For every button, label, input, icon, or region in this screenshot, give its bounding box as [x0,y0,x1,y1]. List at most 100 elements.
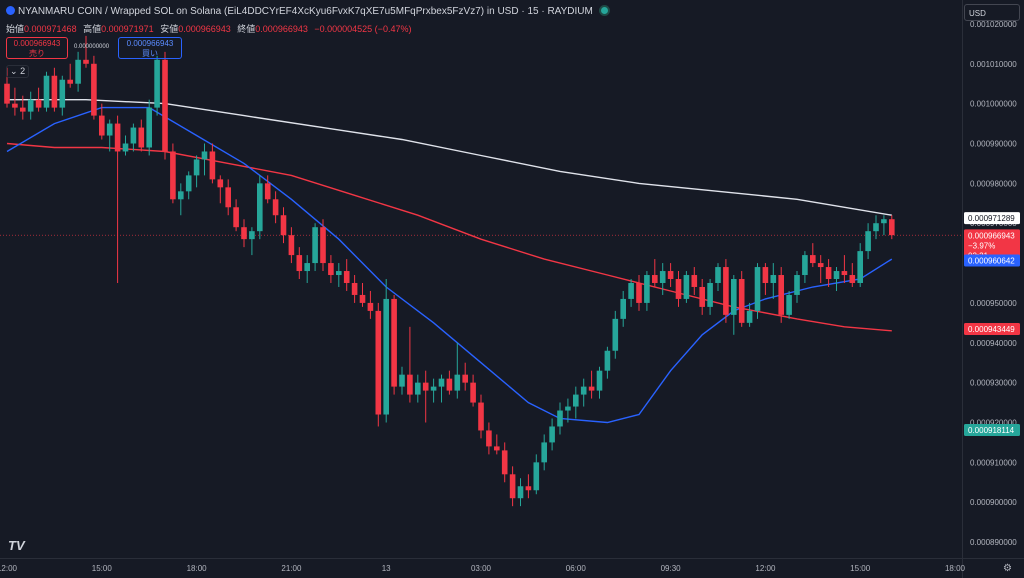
price-tick-label: 0.001020000 [970,20,1017,29]
price-tag-label: 0.000971289 [968,214,1015,223]
market-status-icon[interactable] [600,7,608,14]
candle-body [130,127,137,144]
price-tick-label: 0.000920000 [970,418,1017,427]
candle-body [462,374,468,383]
candle-body [683,275,690,299]
candle-body [865,231,871,252]
candle-body [312,227,318,264]
candle-body [201,151,208,160]
open-label: 始値 [6,24,25,34]
price-tick-label: 0.000930000 [970,379,1017,388]
price-tag-sublabel: −3.97% [968,241,995,250]
candle-body [296,255,303,272]
sell-label: 売り [29,49,45,58]
sell-button[interactable]: 0.000966943 売り [6,37,68,59]
gear-icon[interactable]: ⚙ [1003,563,1012,574]
candle-body [99,115,105,136]
candle-body [217,179,224,188]
candle-body [810,255,816,264]
candle-body [501,450,508,475]
candle-body [817,263,824,268]
ma-white-line [7,99,892,216]
low-value: 0.000966943 [178,24,231,34]
candle-body [185,175,192,192]
candle-body [470,382,476,403]
candle-body [438,378,445,387]
candle-body [359,294,366,303]
candle-body [288,235,295,256]
candle-body [264,183,271,200]
candle-body [154,59,160,108]
ohlc-legend: 始値0.000971468 高値0.000971971 安値0.00096694… [6,22,415,35]
candle-body [12,103,18,108]
time-tick-label: 06:00 [566,564,587,573]
price-tag-label: 0.000960642 [968,257,1015,266]
time-tick-label: 12:00 [0,564,18,573]
time-tick-label: 18:00 [945,564,966,573]
close-value: 0.000966943 [255,24,308,34]
time-tick-label: 12:00 [755,564,776,573]
symbol-title[interactable]: NYANMARU COIN / Wrapped SOL on Solana (E… [18,6,593,17]
candle-body [280,215,287,236]
candle-body [580,386,587,395]
candle-body [375,310,382,415]
candle-body [209,151,216,180]
candle-body [241,227,247,240]
buy-button[interactable]: 0.000966943 買い [118,37,182,59]
time-tick-label: 21:00 [281,564,302,573]
price-tick-label: 0.000900000 [970,498,1017,507]
time-tick-label: 09:30 [661,564,682,573]
candle-body [249,231,255,240]
candle-body [557,410,563,427]
candle-body [667,271,674,280]
candle-body [486,430,492,447]
candle-body [833,271,840,280]
candle-body [612,318,619,351]
candle-body [723,267,729,315]
candle-body [83,59,89,64]
price-tick-label: 0.001010000 [970,60,1017,69]
chart-header: NYANMARU COIN / Wrapped SOL on Solana (E… [6,6,608,17]
candle-body [351,282,358,295]
candle-body [391,298,397,387]
candle-body [75,59,81,84]
candle-body [320,227,326,264]
candle-body [541,442,547,463]
candle-body [4,83,10,104]
indicators-count: 2 [20,66,26,76]
price-tag-label: 0.000943449 [968,325,1015,334]
candle-body [588,386,595,391]
tradingview-logo-icon[interactable]: TV [8,538,25,553]
buy-label: 買い [142,49,158,58]
price-tick-label: 0.000950000 [970,299,1017,308]
candle-body [533,462,540,491]
candle-body [849,275,856,283]
candle-body [715,267,721,283]
candle-body [35,99,42,108]
candle-body [628,282,634,299]
candle-body [596,370,603,391]
candle-body [67,79,73,84]
candle-body [20,107,26,112]
candle-body [770,275,777,283]
candle-body [778,275,784,315]
candle-body [889,219,895,236]
candle-body [825,267,832,280]
candle-body [91,63,97,116]
currency-value: USD [969,9,986,18]
candle-body [367,302,374,311]
candle-body [620,298,626,319]
candle-body [881,219,887,224]
open-value: 0.000971468 [24,24,77,34]
candle-body [802,255,808,276]
change-value: −0.000004525 (−0.47%) [314,24,412,34]
candle-body [494,446,500,451]
candle-body [415,382,421,395]
candle-body [170,151,176,200]
candle-body [178,191,184,200]
indicators-toggle-button[interactable]: ⌄ 2 [6,65,30,78]
candle-body [27,99,34,112]
currency-select[interactable]: USD [964,4,1020,21]
candle-body [257,183,263,232]
